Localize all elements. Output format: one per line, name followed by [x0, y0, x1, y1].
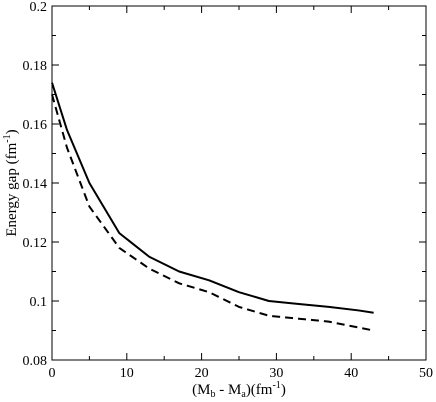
x-tick-label: 10 — [120, 366, 134, 381]
y-tick-label: 0.18 — [23, 59, 48, 74]
axis-ticks — [51, 5, 427, 361]
x-tick-label: 50 — [419, 366, 433, 381]
x-tick-label: 40 — [344, 366, 358, 381]
x-tick-label: 20 — [195, 366, 209, 381]
y-tick-label: 0.12 — [23, 236, 48, 251]
dashed-series-line — [51, 94, 374, 332]
x-tick-label: 0 — [49, 366, 56, 381]
x-tick-label: 30 — [269, 366, 283, 381]
axis-tick-labels: 0 10 20 30 40 50 0.08 0.1 0.12 0.14 0.16 0.18 0.2 — [23, 0, 434, 381]
data-series — [51, 82, 374, 332]
y-tick-label: 0.2 — [30, 0, 48, 15]
solid-series-line — [51, 82, 374, 314]
y-axis-label: Energy gap (fm-1) — [2, 129, 20, 236]
x-axis-label: (Mb - Ma)(fm-1) — [192, 380, 286, 400]
y-tick-label: 0.1 — [30, 295, 48, 310]
y-tick-label: 0.14 — [23, 177, 48, 192]
y-tick-label: 0.08 — [23, 354, 48, 369]
y-tick-label: 0.16 — [23, 118, 48, 133]
